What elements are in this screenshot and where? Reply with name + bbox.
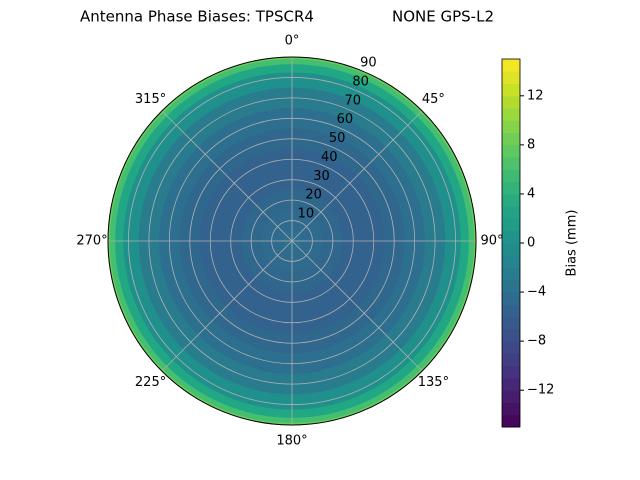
colorbar-segment [502,414,520,428]
colorbar-segment [502,328,520,342]
colorbar-segment [502,108,520,121]
colorbar-tick-label: 12 [527,88,544,103]
angle-tick-label: 270° [76,234,107,249]
angular-grid-line [291,240,423,372]
angular-grid-line [291,110,423,242]
polar-frame [107,56,477,426]
colorbar-tick-label: −8 [527,334,546,349]
angular-grid-line [161,240,293,372]
radial-tick-label: 90 [360,56,377,71]
colorbar-tick-label: −4 [527,285,546,300]
angle-tick-label: 225° [135,375,166,390]
radial-tick-label: 20 [305,188,322,203]
colorbar-segment [502,230,520,244]
colorbar-segment [502,267,520,281]
colorbar-segment [502,341,520,354]
colorbar-tick-label: 4 [527,186,535,201]
angle-tick-label: 180° [276,434,307,449]
angular-grid-line [161,110,293,242]
radial-tick-label: 80 [352,74,369,89]
colorbar-segment [502,255,520,269]
colorbar-segment [502,144,520,158]
chart-title-right: NONE GPS-L2 [392,8,494,26]
colorbar-segment [502,95,520,109]
colorbar-segment [502,365,520,379]
radial-tick-label: 70 [344,93,361,108]
colorbar-segment [502,132,520,146]
colorbar-segment [502,59,520,72]
colorbar-tick-label: −12 [527,383,554,398]
colorbar-segment [502,206,520,219]
angle-tick-label: 135° [418,375,449,390]
colorbar-segment [502,120,520,134]
colorbar-segment [502,304,520,318]
radial-tick-label: 60 [337,112,354,127]
radial-tick-label: 10 [298,207,315,222]
colorbar-segment [502,279,520,293]
colorbar-segment [502,157,520,170]
colorbar-segment [502,71,520,85]
angle-tick-label: 90° [480,234,503,249]
colorbar-segment [502,353,520,367]
radial-tick-label: 50 [329,131,346,146]
colorbar-segment [502,292,520,305]
colorbar-tick-label: 0 [527,236,535,251]
colorbar-segment [502,390,520,403]
colorbar-segment [502,218,520,232]
colorbar-segment [502,83,520,97]
angle-tick-label: 315° [135,92,166,107]
angle-tick-label: 45° [422,92,445,107]
colorbar-segment [502,243,520,256]
radial-tick-label: 40 [321,150,338,165]
colorbar-segment [502,193,520,207]
angle-tick-label: 0° [285,34,300,49]
colorbar-tick-label: 8 [527,137,535,152]
colorbar-segment [502,402,520,416]
colorbar-segment [502,316,520,330]
chart-title: Antenna Phase Biases: TPSCR4 [80,8,314,26]
colorbar-segment [502,377,520,391]
colorbar-segment [502,181,520,195]
colorbar-segment [502,169,520,183]
radial-tick-label: 30 [313,169,330,184]
colorbar-label: Bias (mm) [565,210,580,277]
